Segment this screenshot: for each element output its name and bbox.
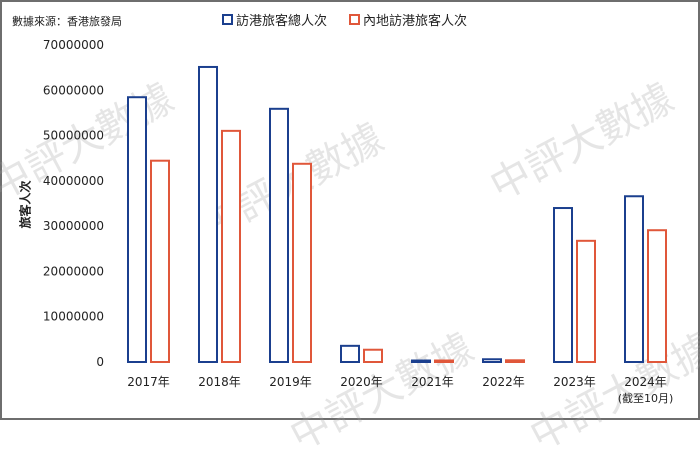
- legend: 訪港旅客總人次 內地訪港旅客人次: [222, 10, 467, 29]
- bar-chart: 0 10000000 20000000 30000000 40000000 5000000…: [43, 38, 674, 405]
- legend-swatch: [222, 14, 233, 25]
- legend-item-mainland: 內地訪港旅客人次: [349, 10, 467, 29]
- y-tick-label: 10000000: [43, 310, 104, 324]
- bar-mainland: [292, 162, 312, 363]
- legend-swatch: [349, 14, 361, 25]
- x-tick-label: 2017年: [127, 375, 170, 389]
- legend-label: 訪港旅客總人次: [236, 14, 328, 29]
- bar-total: [127, 96, 147, 364]
- bar-mainland: [150, 159, 170, 363]
- x-tick-label: 2020年: [340, 375, 383, 389]
- y-tick-label: 40000000: [43, 174, 104, 188]
- y-tick-label: 60000000: [43, 83, 104, 97]
- x-tick-label: 2018年: [198, 375, 241, 389]
- bar-mainland: [363, 348, 383, 363]
- y-tick-label: 70000000: [43, 38, 104, 52]
- bar-total: [269, 107, 289, 363]
- x-tick-label: 2024年: [624, 375, 667, 389]
- legend-item-total: 訪港旅客總人次: [222, 10, 327, 29]
- bar-total: [482, 358, 502, 364]
- y-tick-label: 0: [96, 355, 104, 369]
- bar-mainland: [647, 229, 667, 363]
- legend-label: 內地訪港旅客人次: [363, 14, 468, 29]
- bar-mainland: [576, 239, 596, 363]
- bar-total: [198, 65, 218, 364]
- bar-total: [340, 344, 360, 364]
- y-tick-label: 30000000: [43, 219, 104, 233]
- y-tick-label: 20000000: [43, 264, 104, 278]
- x-tick-label: 2023年: [553, 375, 596, 389]
- x-tick-label: 2021年: [411, 375, 454, 389]
- bar-mainland: [505, 359, 525, 363]
- data-source: 數據來源：香港旅發局: [12, 15, 122, 28]
- x-tick-note: (截至10月): [618, 391, 674, 405]
- x-tick-label: 2022年: [482, 375, 525, 389]
- y-tick-label: 50000000: [43, 129, 104, 143]
- bar-total: [624, 195, 644, 363]
- bar-total: [411, 359, 431, 363]
- bar-mainland: [434, 359, 454, 363]
- bar-mainland: [221, 129, 241, 363]
- chart-frame: [0, 0, 700, 420]
- x-tick-label: 2019年: [269, 375, 312, 389]
- bar-total: [553, 207, 573, 363]
